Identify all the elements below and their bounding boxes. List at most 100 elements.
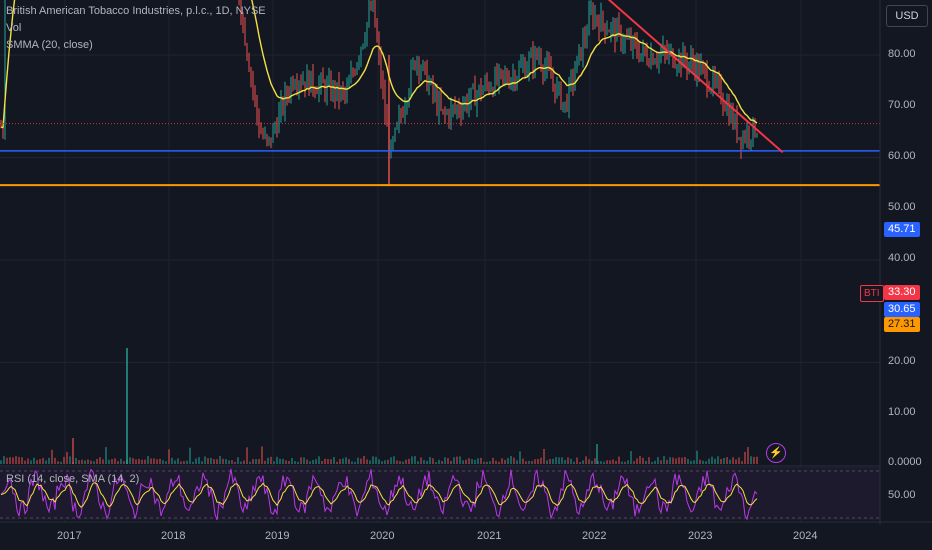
volume-bar	[108, 459, 110, 464]
volume-bar	[465, 459, 467, 464]
volume-bar	[486, 461, 488, 464]
volume-bar	[579, 461, 581, 464]
volume-bar	[696, 450, 698, 464]
volume-bar	[0, 460, 2, 464]
volume-bar	[510, 456, 512, 464]
volume-bar	[522, 458, 524, 464]
volume-bar	[423, 460, 425, 464]
volume-bar	[360, 458, 362, 464]
price-tick-label: 0.0000	[888, 456, 922, 468]
volume-bar	[702, 460, 704, 464]
volume-bar	[351, 461, 353, 464]
volume-bar	[534, 459, 536, 464]
volume-bar	[159, 458, 161, 464]
time-tick-label: 2022	[582, 530, 607, 542]
volume-bar	[642, 457, 644, 464]
volume-bar	[546, 460, 548, 464]
trendline[interactable]	[590, 0, 784, 154]
volume-bar	[285, 460, 287, 464]
volume-bar	[300, 457, 302, 464]
lightning-icon[interactable]: ⚡	[766, 443, 786, 463]
volume-bar	[60, 461, 62, 464]
volume-bar	[273, 461, 275, 464]
volume-bar	[225, 459, 227, 464]
volume-bar	[189, 447, 191, 464]
volume-bar	[576, 457, 578, 464]
volume-bar	[495, 460, 497, 464]
volume-bar	[645, 460, 647, 464]
low-price-tag: 27.31	[884, 317, 920, 332]
volume-bar	[654, 460, 656, 464]
volume-bar	[24, 460, 26, 464]
volume-bar	[558, 457, 560, 464]
volume-bar	[738, 457, 740, 464]
volume-bar	[540, 457, 542, 464]
price-tick-label: 60.00	[888, 150, 916, 162]
volume-bar	[564, 460, 566, 464]
volume-bar	[570, 458, 572, 464]
volume-bar	[420, 457, 422, 464]
horizontal-levels[interactable]	[0, 0, 880, 187]
volume-bar	[114, 458, 116, 464]
volume-bar	[15, 456, 17, 464]
volume-bar	[501, 458, 503, 464]
volume-bar	[123, 461, 125, 464]
time-tick-label: 2019	[265, 530, 290, 542]
price-tick-label: 50.00	[888, 201, 916, 213]
volume-bar	[144, 459, 146, 464]
volume-bar	[81, 459, 83, 464]
volume-bar	[606, 460, 608, 464]
volume-bar	[177, 458, 179, 464]
grid-lines	[0, 0, 880, 522]
volume-bar	[75, 458, 77, 464]
volume-bar	[681, 457, 683, 464]
time-tick-label: 2021	[477, 530, 502, 542]
volume-bar	[720, 458, 722, 464]
volume-bar	[525, 461, 527, 464]
volume-bar	[96, 458, 98, 464]
volume-bar	[21, 457, 23, 464]
smma-legend: SMMA (20, close)	[6, 39, 93, 51]
volume-bar	[492, 457, 494, 464]
volume-bar	[747, 447, 749, 464]
volume-bar	[381, 461, 383, 464]
volume-bar	[732, 457, 734, 464]
rsi-legend: RSI (14, close, SMA (14, 2)	[6, 473, 140, 485]
volume-bar	[429, 457, 431, 464]
volume-bar	[573, 461, 575, 464]
volume-bar	[372, 456, 374, 464]
volume-bar	[630, 451, 632, 464]
volume-bar	[210, 457, 212, 464]
volume-bar	[426, 460, 428, 464]
volume-bar	[441, 461, 443, 464]
volume-bar	[699, 459, 701, 464]
volume-bar	[531, 461, 533, 464]
volume-bar	[276, 456, 278, 464]
volume-bar	[180, 461, 182, 464]
volume-bar	[12, 457, 14, 464]
volume-bar	[243, 460, 245, 464]
volume-bar	[174, 460, 176, 464]
volume-bar	[414, 456, 416, 464]
volume-bar	[567, 457, 569, 464]
volume-bar	[135, 459, 137, 464]
volume-bar	[258, 458, 260, 464]
volume-bar	[330, 459, 332, 464]
volume-bar	[168, 449, 170, 464]
volume-bar	[246, 447, 248, 464]
volume-bar	[750, 456, 752, 464]
volume-bar	[291, 458, 293, 464]
volume-bar	[744, 451, 746, 464]
volume-bar	[393, 456, 395, 464]
volume-bar	[633, 461, 635, 464]
volume-bar	[435, 461, 437, 464]
volume-bar	[42, 457, 44, 464]
volume-bar	[552, 458, 554, 464]
currency-button[interactable]: USD	[886, 5, 928, 27]
resistance-price-tag: 45.71	[884, 222, 920, 237]
volume-bar	[216, 459, 218, 464]
volume-bar	[111, 459, 113, 464]
volume-bar	[171, 457, 173, 464]
chart-title: British American Tobacco Industries, p.l…	[6, 5, 266, 17]
